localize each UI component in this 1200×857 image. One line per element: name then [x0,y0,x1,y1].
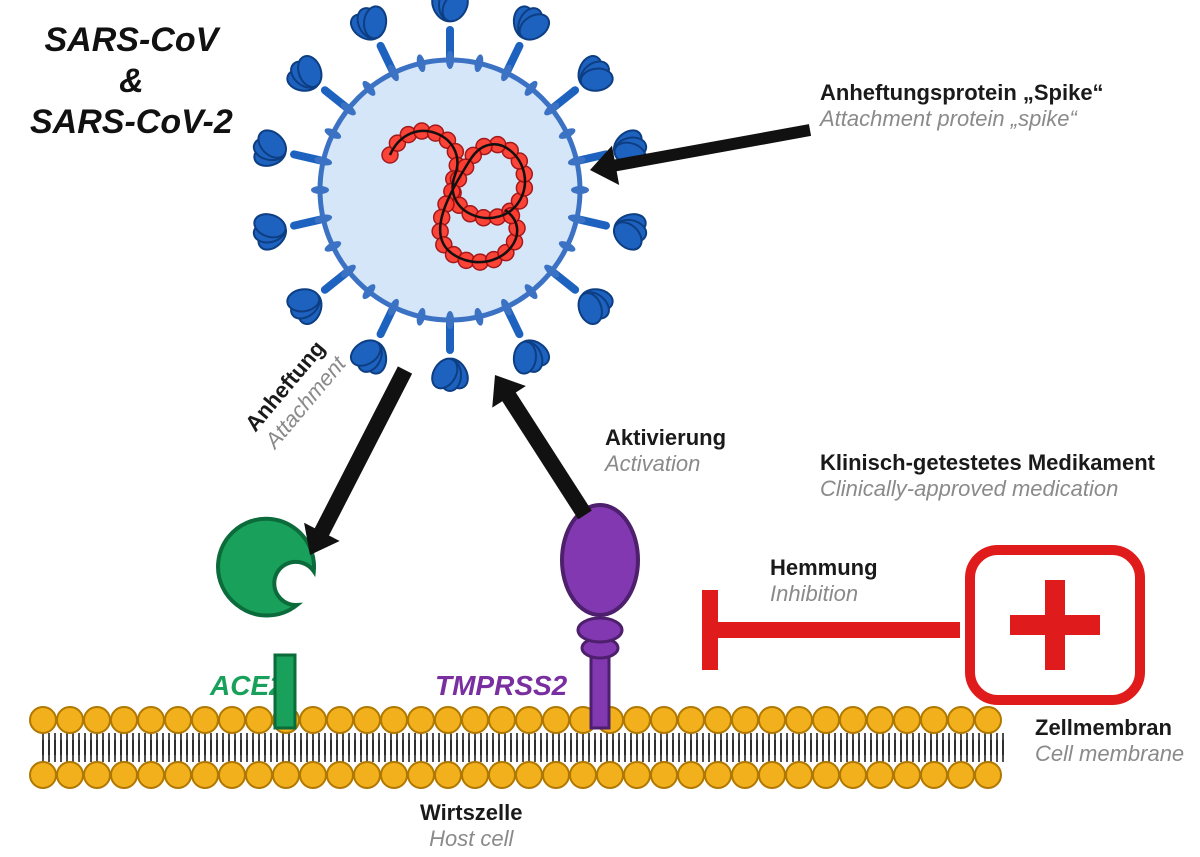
spike-icon [552,53,614,109]
diagram-svg [0,0,1200,857]
spike-icon [552,271,614,327]
spike-icon [286,271,348,327]
ace2-receptor [218,519,314,728]
cell-membrane [30,707,1003,788]
spike-icon [577,210,649,255]
virus-particle [251,0,649,393]
spike-icon [251,125,323,170]
spike-icon [346,307,393,376]
spike-icon [506,4,553,73]
spike-icon [286,53,348,109]
spike-icon [346,4,393,73]
spike-icon [506,307,553,376]
spike-icon [427,320,473,393]
tmprss2-protease [562,505,638,728]
medication-icon [970,550,1140,700]
spike-icon [251,210,323,255]
